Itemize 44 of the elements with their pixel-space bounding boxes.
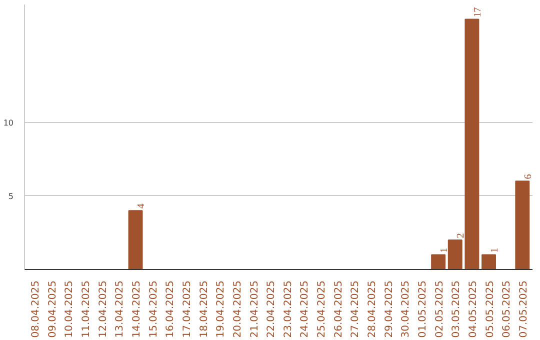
x-tick-label: 07.05.2025 — [518, 280, 530, 338]
x-tick-label: 13.04.2025 — [114, 280, 126, 338]
x-tick-label: 01.05.2025 — [417, 280, 428, 338]
x-tick-label: 29.04.2025 — [384, 280, 395, 338]
x-tick-label: 20.04.2025 — [232, 280, 244, 338]
x-tick-label: 23.04.2025 — [282, 280, 294, 338]
x-tick-label: 17.04.2025 — [182, 280, 193, 338]
data-label: 17 — [472, 7, 484, 18]
x-tick-label: 15.04.2025 — [148, 280, 160, 338]
bar — [128, 210, 143, 270]
bar — [431, 254, 446, 270]
x-tick-label: 26.04.2025 — [333, 280, 344, 338]
x-tick-label: 05.05.2025 — [484, 280, 496, 338]
y-tick-label: 10 — [3, 118, 14, 128]
x-tick-label: 16.04.2025 — [165, 280, 176, 338]
x-tick-label: 14.04.2025 — [132, 280, 143, 338]
x-tick-label: 19.04.2025 — [216, 280, 227, 338]
x-tick-label: 04.05.2025 — [468, 280, 479, 338]
x-tick-label: 22.04.2025 — [266, 280, 278, 338]
x-tick-label: 10.04.2025 — [64, 280, 76, 338]
bar — [448, 240, 462, 270]
x-tick-label: 24.04.2025 — [300, 280, 311, 338]
x-tick-label: 03.05.2025 — [451, 280, 462, 338]
x-tick-label: 09.04.2025 — [47, 280, 58, 338]
data-label: 4 — [136, 204, 148, 209]
x-tick-label: 21.04.2025 — [249, 280, 260, 338]
bar — [482, 254, 496, 270]
data-label: 2 — [456, 233, 467, 238]
bar — [464, 18, 480, 270]
x-tick-label: 08.04.2025 — [30, 280, 42, 338]
data-label: 1 — [489, 248, 500, 253]
x-tick-label: 18.04.2025 — [198, 280, 210, 338]
x-tick-label: 27.04.2025 — [350, 280, 362, 338]
data-label: 6 — [522, 174, 534, 180]
x-tick-label: 12.04.2025 — [98, 280, 109, 338]
x-tick-label: 11.04.2025 — [81, 280, 92, 338]
x-tick-label: 02.05.2025 — [434, 280, 446, 338]
bar — [515, 180, 530, 270]
x-tick-label: 30.04.2025 — [400, 280, 412, 338]
x-tick-label: 25.04.2025 — [316, 280, 328, 338]
x-tick-label: 28.04.2025 — [367, 280, 378, 338]
data-label: 1 — [438, 248, 450, 253]
x-tick-label: 06.05.2025 — [502, 280, 513, 338]
y-tick-label: 5 — [8, 192, 14, 201]
